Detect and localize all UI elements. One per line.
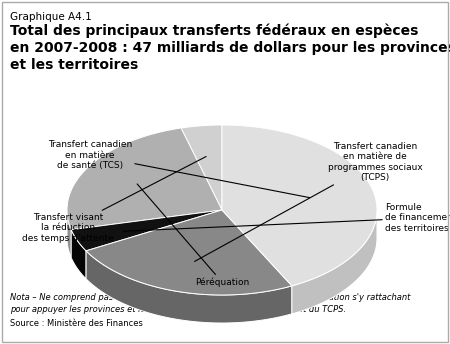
Polygon shape <box>67 209 71 258</box>
Text: Formule
de financement
des territoires: Formule de financement des territoires <box>123 203 450 233</box>
Polygon shape <box>67 128 222 230</box>
Polygon shape <box>181 125 222 210</box>
Polygon shape <box>71 210 222 251</box>
Polygon shape <box>222 125 377 286</box>
Polygon shape <box>71 230 86 279</box>
Text: Source : Ministère des Finances: Source : Ministère des Finances <box>10 319 143 328</box>
Polygon shape <box>86 251 292 323</box>
Polygon shape <box>86 210 292 295</box>
Text: Péréquation: Péréquation <box>137 184 249 287</box>
Text: Transfert canadien
en matière de
programmes sociaux
(TCPS): Transfert canadien en matière de program… <box>194 142 423 261</box>
Polygon shape <box>292 208 377 314</box>
Text: Transfert visant
la réduction
des temps d'attente: Transfert visant la réduction des temps … <box>22 157 206 243</box>
Text: Total des principaux transferts fédéraux en espèces
en 2007-2008 : 47 milliards : Total des principaux transferts fédéraux… <box>10 24 450 72</box>
Text: Graphique A4.1: Graphique A4.1 <box>10 12 92 22</box>
Text: Nota – Ne comprend pas 21,4 G$ environ en transferts fiscaux et de péréquation s: Nota – Ne comprend pas 21,4 G$ environ e… <box>10 293 410 314</box>
Text: Transfert canadien
en matière
de santé (TCS): Transfert canadien en matière de santé (… <box>48 140 310 198</box>
